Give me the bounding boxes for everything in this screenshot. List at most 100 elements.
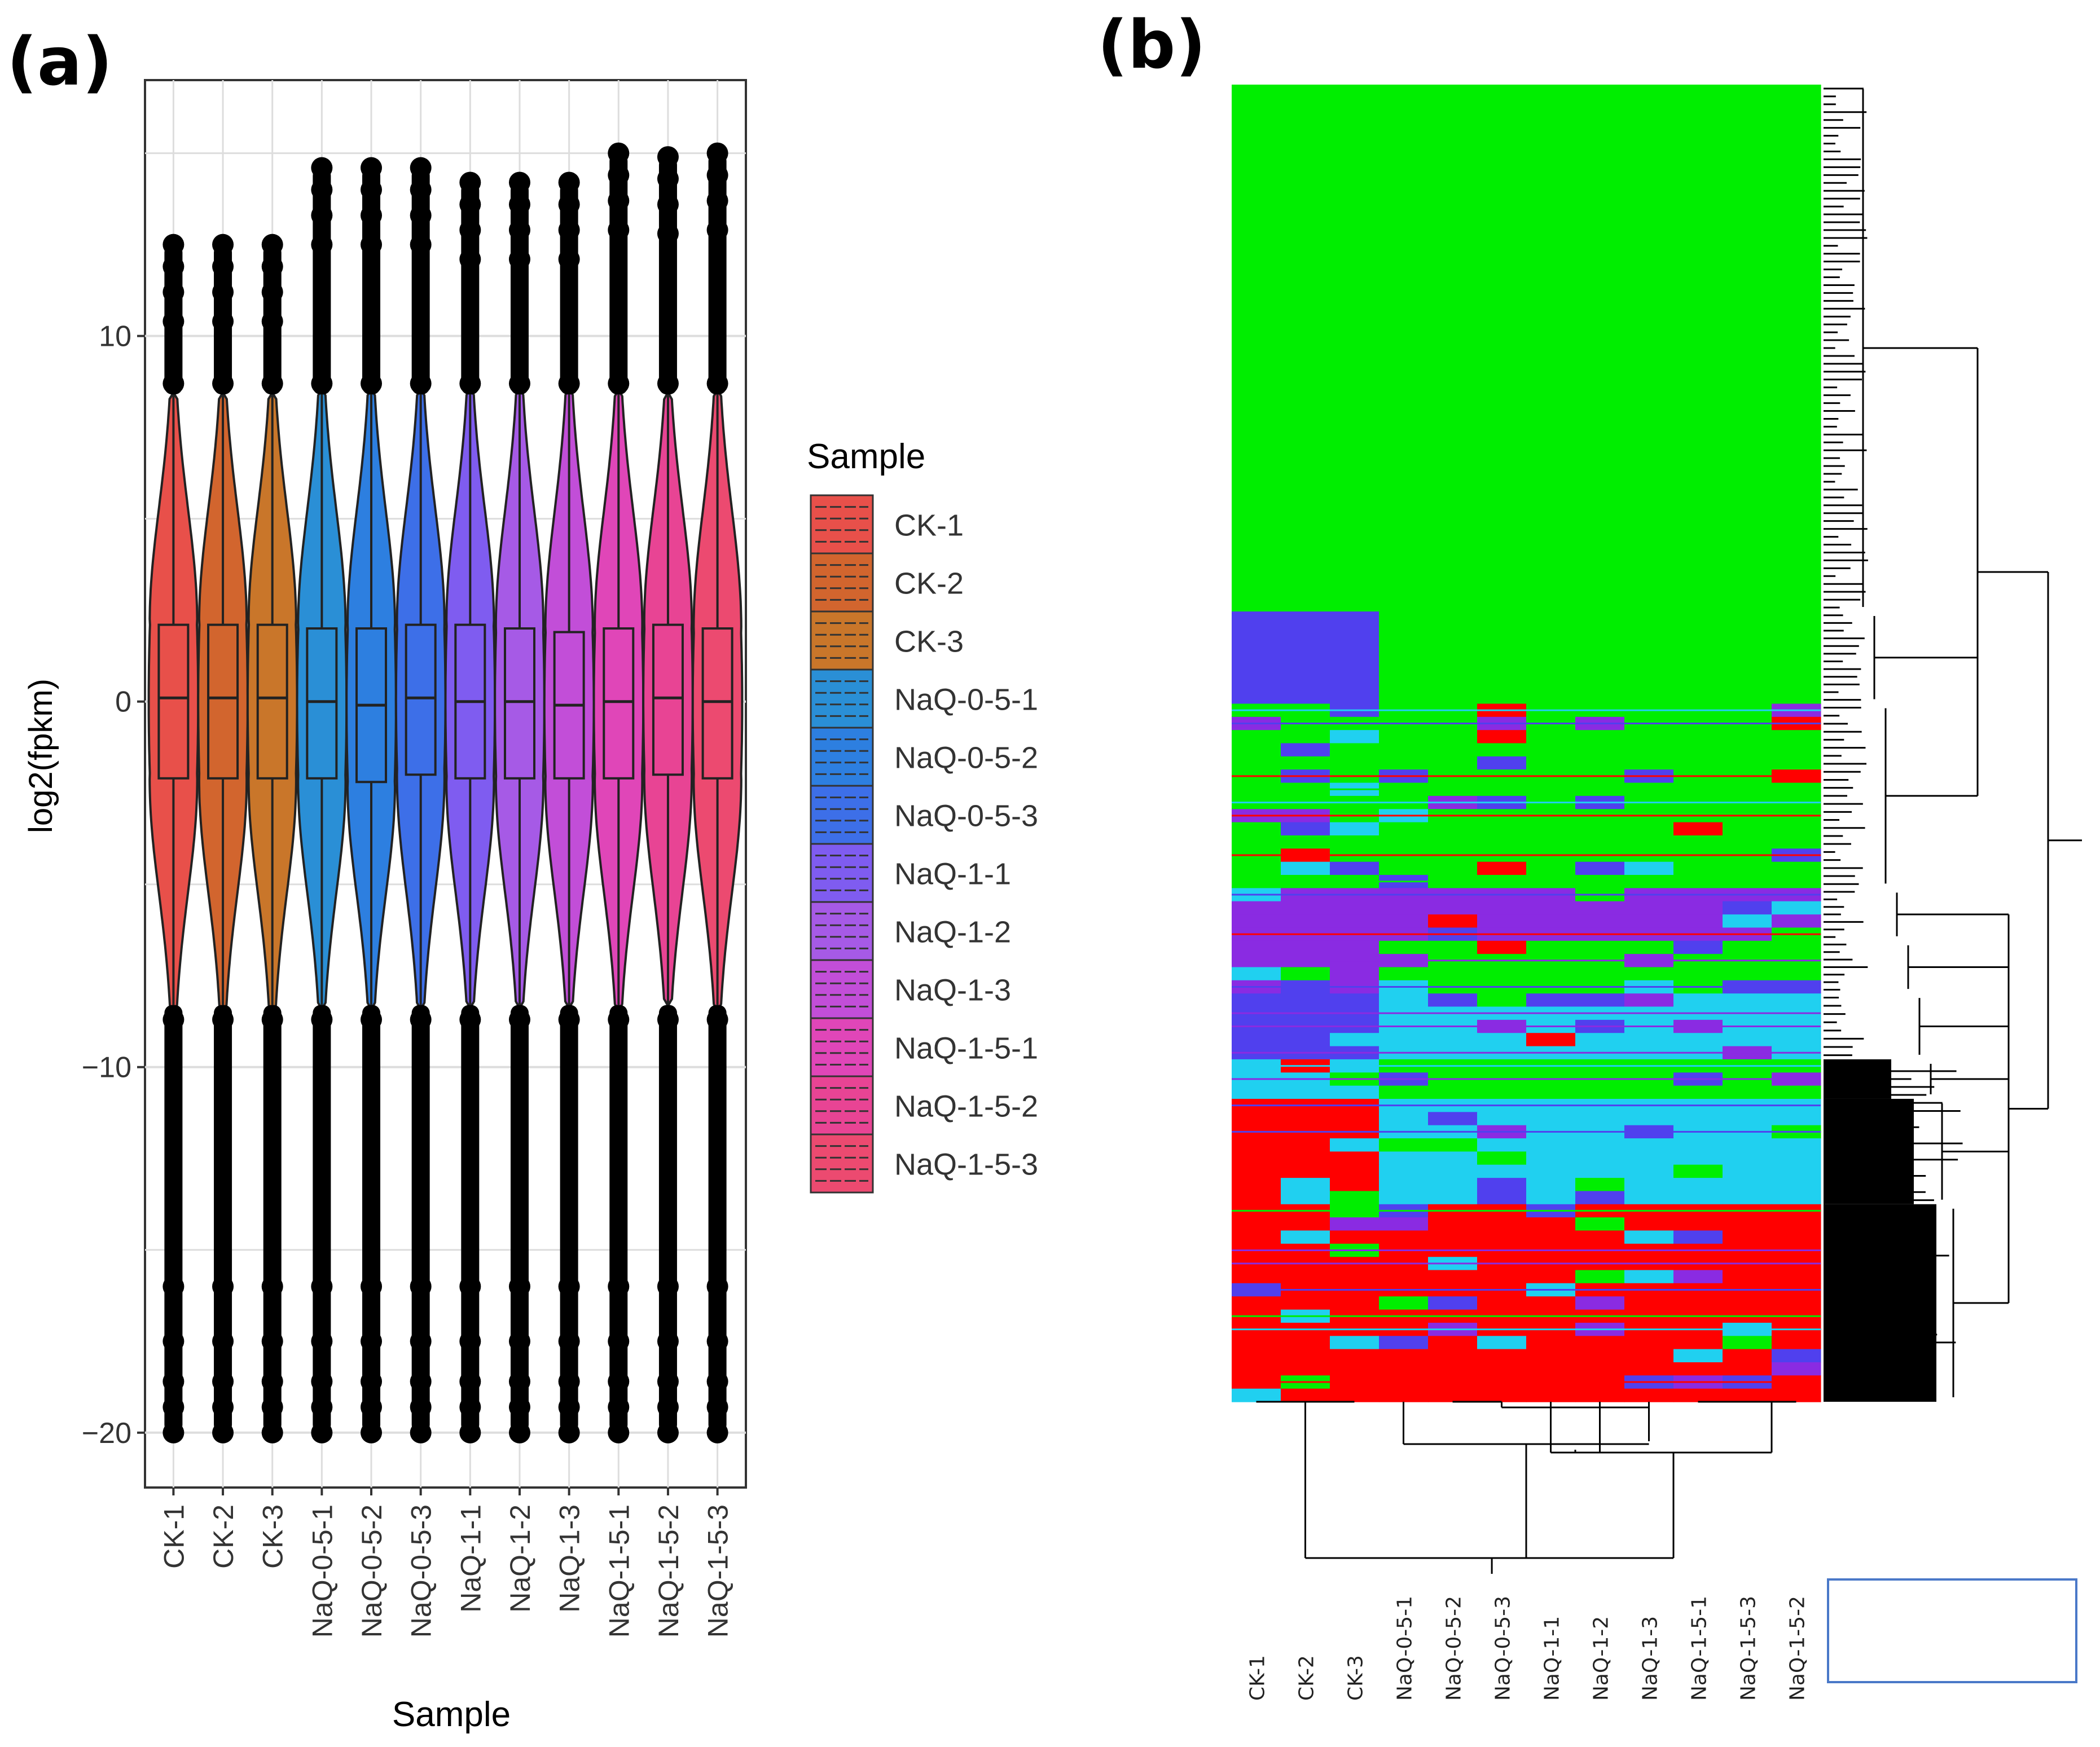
heatmap-cell: [1723, 243, 1772, 257]
outlier-point: [657, 193, 679, 215]
heatmap-cell: [1477, 598, 1527, 612]
outlier-point: [212, 281, 234, 303]
heatmap-cell: [1526, 295, 1576, 309]
heatmap-cell: [1673, 585, 1723, 599]
heatmap-cell: [1624, 401, 1674, 415]
heatmap-cell: [1477, 1033, 1527, 1047]
heatmap-cell: [1379, 177, 1429, 191]
heatmap-cell: [1723, 690, 1772, 705]
heatmap-cell: [1526, 335, 1576, 349]
heatmap-cell: [1477, 572, 1527, 586]
heatmap-cell: [1575, 335, 1625, 349]
heatmap-cell: [1575, 940, 1625, 954]
heatmap-cell: [1232, 467, 1281, 481]
heatmap-cell: [1281, 203, 1330, 217]
outlier-point: [459, 1396, 481, 1418]
outlier-point: [162, 1396, 184, 1418]
heatmap-cell: [1330, 506, 1380, 520]
heatmap-cell: [1723, 506, 1772, 520]
outlier-point: [410, 1396, 432, 1418]
heatmap-cell: [1232, 427, 1281, 441]
heatmap-cell: [1232, 664, 1281, 678]
outlier-point: [706, 1371, 728, 1393]
heatmap-cell: [1232, 1388, 1281, 1402]
legend-key: [810, 494, 874, 555]
heatmap-cell: [1281, 282, 1330, 296]
heatmap-cell: [1772, 203, 1821, 217]
heatmap-cell: [1624, 177, 1674, 191]
heatmap-cell: [1624, 190, 1674, 204]
heatmap-cell: [1624, 506, 1674, 520]
heatmap-cell: [1428, 256, 1478, 270]
heatmap-cell: [1477, 822, 1527, 836]
heatmap-cell: [1723, 822, 1772, 836]
heatmap-cell: [1575, 611, 1625, 625]
heatmap-cell: [1477, 467, 1527, 481]
heatmap-cell: [1232, 1230, 1281, 1244]
heatmap-cell: [1428, 243, 1478, 257]
heatmap-cell: [1232, 388, 1281, 402]
heatmap-cell: [1624, 651, 1674, 665]
heatmap-cell: [1379, 1178, 1429, 1192]
heatmap-cell: [1526, 967, 1576, 981]
heatmap-cell: [1575, 585, 1625, 599]
heatmap-cell: [1575, 282, 1625, 296]
heatmap-cell: [1232, 637, 1281, 652]
heatmap-cell: [1379, 1217, 1429, 1231]
violin-y-ticks: 10 0 −10 −20: [82, 320, 145, 1450]
heatmap-cell: [1428, 322, 1478, 336]
heatmap-cell: [1281, 1178, 1330, 1192]
heatmap-cell: [1723, 413, 1772, 428]
heatmap-cell: [1526, 1151, 1576, 1165]
heatmap-cell: [1575, 637, 1625, 652]
heatmap-cell: [1772, 1085, 1821, 1099]
heatmap-cell: [1772, 322, 1821, 336]
heatmap-cell: [1673, 216, 1723, 230]
heatmap-cell: [1772, 914, 1821, 928]
heatmap-cell: [1330, 1033, 1380, 1047]
heatmap-cell: [1673, 256, 1723, 270]
heatmap-cell: [1624, 322, 1674, 336]
heatmap-cell: [1379, 1388, 1429, 1402]
heatmap-cell: [1575, 861, 1625, 875]
heatmap-cell: [1624, 309, 1674, 322]
heatmap-cell: [1477, 177, 1527, 191]
box: [652, 623, 684, 776]
heatmap-cell: [1575, 572, 1625, 586]
heatmap-cell: [1723, 756, 1772, 770]
heatmap-cell: [1379, 730, 1429, 744]
heatmap-cell: [1477, 427, 1527, 441]
outlier-point: [459, 1275, 481, 1297]
heatmap-cell: [1575, 598, 1625, 612]
heatmap-cell: [1428, 348, 1478, 362]
heatmap-cell: [1232, 256, 1281, 270]
outlier-point: [361, 1009, 383, 1031]
heatmap-cell: [1723, 440, 1772, 454]
heatmap-cell: [1428, 492, 1478, 507]
heatmap-cell: [1330, 256, 1380, 270]
heatmap-cell: [1379, 558, 1429, 573]
heatmap-cell: [1330, 822, 1380, 836]
heatmap-cell: [1281, 572, 1330, 586]
outlier-point: [459, 248, 481, 270]
heatmap-cell: [1772, 519, 1821, 533]
heatmap-cell: [1428, 164, 1478, 178]
heatmap-cell: [1575, 743, 1625, 757]
heatmap-cell: [1232, 1336, 1281, 1350]
heatmap-cell: [1526, 124, 1576, 138]
heatmap-cell: [1232, 335, 1281, 349]
heatmap-cell: [1232, 967, 1281, 981]
heatmap-cell: [1281, 413, 1330, 428]
heatmap-cell: [1526, 940, 1576, 954]
x-tick-label: NaQ-1-2: [504, 1504, 536, 1613]
outlier-point: [508, 372, 530, 394]
heatmap-cell: [1624, 413, 1674, 428]
x-tick-label: CK-3: [257, 1504, 289, 1569]
heatmap-cell: [1723, 1362, 1772, 1376]
heatmap-cell: [1330, 1217, 1380, 1231]
x-tick-label: NaQ-1-1: [455, 1504, 486, 1613]
outlier-point: [558, 1009, 580, 1031]
heatmap-cell: [1624, 229, 1674, 243]
outlier-point: [608, 1330, 630, 1352]
heatmap-cell: [1673, 335, 1723, 349]
